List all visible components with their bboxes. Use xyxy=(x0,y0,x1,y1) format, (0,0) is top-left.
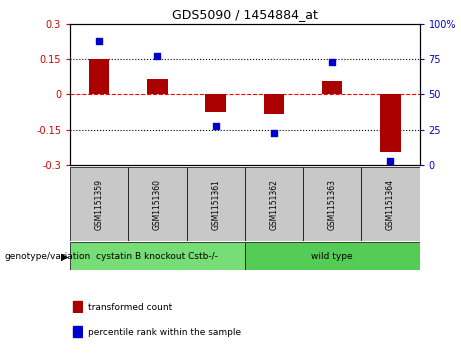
Text: wild type: wild type xyxy=(311,252,353,261)
Bar xyxy=(147,79,168,94)
Point xyxy=(154,53,161,59)
Bar xyxy=(264,94,284,114)
Bar xyxy=(361,167,420,241)
Bar xyxy=(70,242,245,270)
Text: GSM1151362: GSM1151362 xyxy=(269,179,278,230)
Text: genotype/variation: genotype/variation xyxy=(5,252,91,261)
Text: GSM1151359: GSM1151359 xyxy=(95,179,104,230)
Point xyxy=(387,158,394,164)
Text: ▶: ▶ xyxy=(61,251,68,261)
Bar xyxy=(380,94,401,152)
Bar xyxy=(128,167,187,241)
Text: GSM1151360: GSM1151360 xyxy=(153,179,162,230)
Bar xyxy=(89,60,109,94)
Point xyxy=(95,38,103,44)
Bar xyxy=(73,301,82,312)
Bar xyxy=(245,167,303,241)
Bar xyxy=(73,326,82,337)
Bar xyxy=(70,167,128,241)
Bar xyxy=(187,167,245,241)
Point xyxy=(270,130,278,135)
Text: GSM1151361: GSM1151361 xyxy=(211,179,220,230)
Title: GDS5090 / 1454884_at: GDS5090 / 1454884_at xyxy=(172,8,318,21)
Bar xyxy=(206,94,226,112)
Point xyxy=(328,59,336,65)
Text: cystatin B knockout Cstb-/-: cystatin B knockout Cstb-/- xyxy=(96,252,219,261)
Text: GSM1151364: GSM1151364 xyxy=(386,179,395,230)
Bar xyxy=(303,167,361,241)
Text: percentile rank within the sample: percentile rank within the sample xyxy=(88,328,241,337)
Text: transformed count: transformed count xyxy=(88,303,172,311)
Point xyxy=(212,123,219,129)
Bar xyxy=(245,242,420,270)
Text: GSM1151363: GSM1151363 xyxy=(328,179,337,230)
Bar xyxy=(322,81,343,94)
